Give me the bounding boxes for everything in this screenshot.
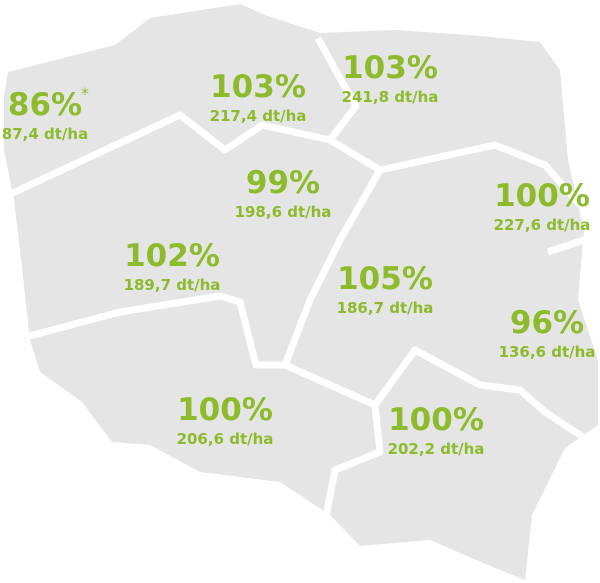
region-border [21, 292, 600, 451]
country-shape [4, 4, 598, 580]
region-percent: 105% [337, 261, 433, 297]
region-percent: 100% [177, 392, 273, 428]
region-yield: 206,6 dt/ha [177, 430, 274, 448]
region-note: * [81, 84, 89, 103]
region-percent: 102% [124, 238, 220, 274]
region-percent: 100% [388, 402, 484, 438]
region-yield: 202,2 dt/ha [388, 440, 485, 458]
region-percent: 103% [342, 50, 438, 86]
region-percent: 103% [210, 69, 306, 105]
region-yield: 227,6 dt/ha [494, 216, 591, 234]
region-yield: 189,7 dt/ha [124, 276, 221, 294]
labels: 86%* 87,4 dt/ha 103% 217,4 dt/ha 103% 241,8 d… [2, 50, 596, 458]
region-percent: 100% [494, 178, 590, 214]
region-yield: 217,4 dt/ha [210, 107, 307, 125]
region-percent: 96% [510, 305, 584, 341]
region-yield: 198,6 dt/ha [235, 203, 332, 221]
region-border [546, 234, 592, 256]
region-border [314, 36, 360, 143]
region-border [321, 404, 384, 523]
region-yield: 241,8 dt/ha [342, 88, 439, 106]
region-yield: 136,6 dt/ha [499, 343, 596, 361]
region-border [281, 168, 384, 367]
region-percent: 86% [8, 87, 82, 123]
region-yield: 186,7 dt/ha [337, 299, 434, 317]
region-yield: 87,4 dt/ha [2, 125, 88, 143]
region-percent: 99% [246, 165, 320, 201]
